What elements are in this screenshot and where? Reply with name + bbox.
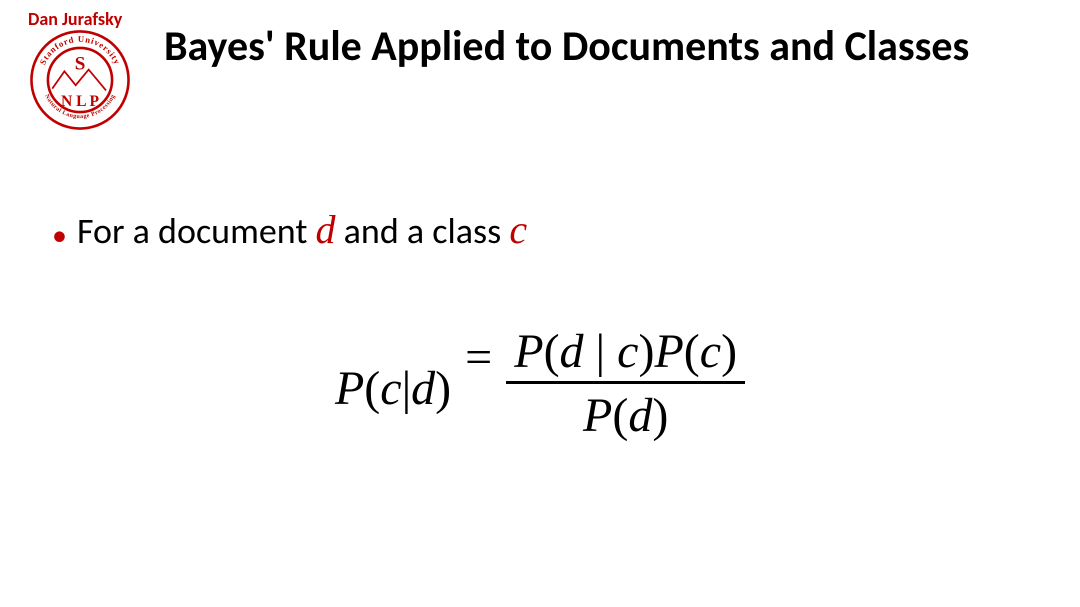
bullet-mid: and a class bbox=[336, 209, 510, 253]
lhs-open: ( bbox=[364, 361, 380, 416]
bullet-var-d: d bbox=[316, 207, 336, 252]
den-d: d bbox=[628, 389, 652, 442]
slide-title: Bayes' Rule Applied to Documents and Cla… bbox=[164, 22, 1020, 72]
lhs-d: d bbox=[411, 361, 435, 416]
formula-numerator: P(d | c)P(c) bbox=[506, 326, 745, 379]
formula-denominator: P(d) bbox=[575, 390, 676, 443]
fraction-bar bbox=[506, 381, 745, 384]
bullet-var-c: c bbox=[509, 207, 527, 252]
num-close2: ) bbox=[721, 325, 737, 378]
num-c2: c bbox=[700, 325, 721, 378]
author-label: Dan Jurafsky bbox=[28, 8, 122, 30]
bullet-text: For a document d and a class c bbox=[77, 205, 527, 255]
num-p2: P bbox=[654, 325, 683, 378]
lhs-close: ) bbox=[435, 361, 451, 416]
bullet-marker: • bbox=[52, 221, 67, 251]
den-close: ) bbox=[652, 389, 668, 442]
lhs-bar: | bbox=[402, 361, 412, 416]
bullet-pre1: For a document bbox=[77, 209, 316, 253]
bayes-formula: P(c | d) = P(d | c)P(c) P(d) bbox=[0, 330, 1080, 447]
num-c1: c bbox=[617, 325, 638, 378]
num-open1: ( bbox=[544, 325, 560, 378]
den-p: P bbox=[583, 389, 612, 442]
num-open2: ( bbox=[684, 325, 700, 378]
logo-top-letter: S bbox=[75, 54, 86, 75]
formula-fraction: P(d | c)P(c) P(d) bbox=[506, 326, 745, 443]
lhs-c: c bbox=[380, 361, 401, 416]
num-d1: d bbox=[560, 325, 584, 378]
formula-lhs: P(c | d) bbox=[335, 330, 451, 447]
formula-equals: = bbox=[465, 330, 492, 447]
stanford-nlp-logo: Stanford University Natural Language Pro… bbox=[28, 28, 132, 132]
num-close1: ) bbox=[638, 325, 654, 378]
num-bar1: | bbox=[584, 325, 618, 378]
lhs-p: P bbox=[335, 361, 364, 416]
bullet-item: • For a document d and a class c bbox=[52, 205, 527, 255]
num-p1: P bbox=[514, 325, 543, 378]
den-open: ( bbox=[612, 389, 628, 442]
logo-bottom-letters: N L P bbox=[61, 93, 100, 110]
